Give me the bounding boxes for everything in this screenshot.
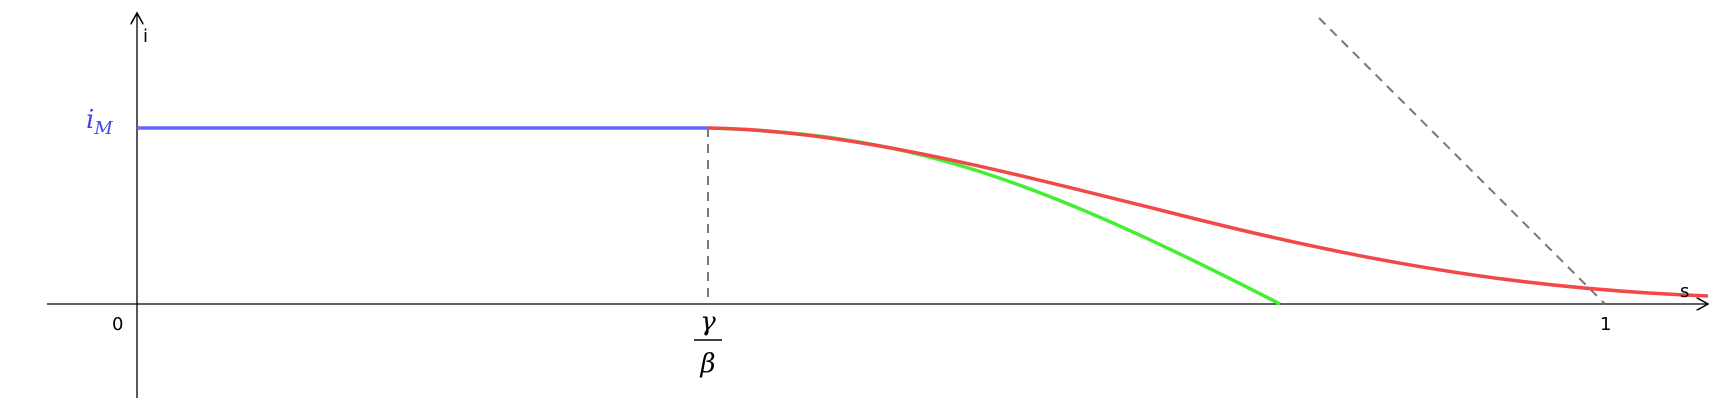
origin-label: 0 [112, 314, 123, 335]
threshold-numerator: γ [700, 307, 716, 337]
i-max-subscript: M [93, 118, 113, 139]
threshold-denominator: β [699, 349, 715, 379]
i-max-base: i [86, 105, 94, 135]
solution-curve [707, 126, 1709, 298]
tangent-line [1318, 17, 1606, 305]
x-tick-label: 1 [1600, 314, 1611, 335]
approx-curve [707, 126, 1281, 306]
x-axis-label: s [1680, 281, 1689, 302]
i-max-label: iM [86, 105, 113, 139]
y-axis-label: i [143, 26, 148, 47]
